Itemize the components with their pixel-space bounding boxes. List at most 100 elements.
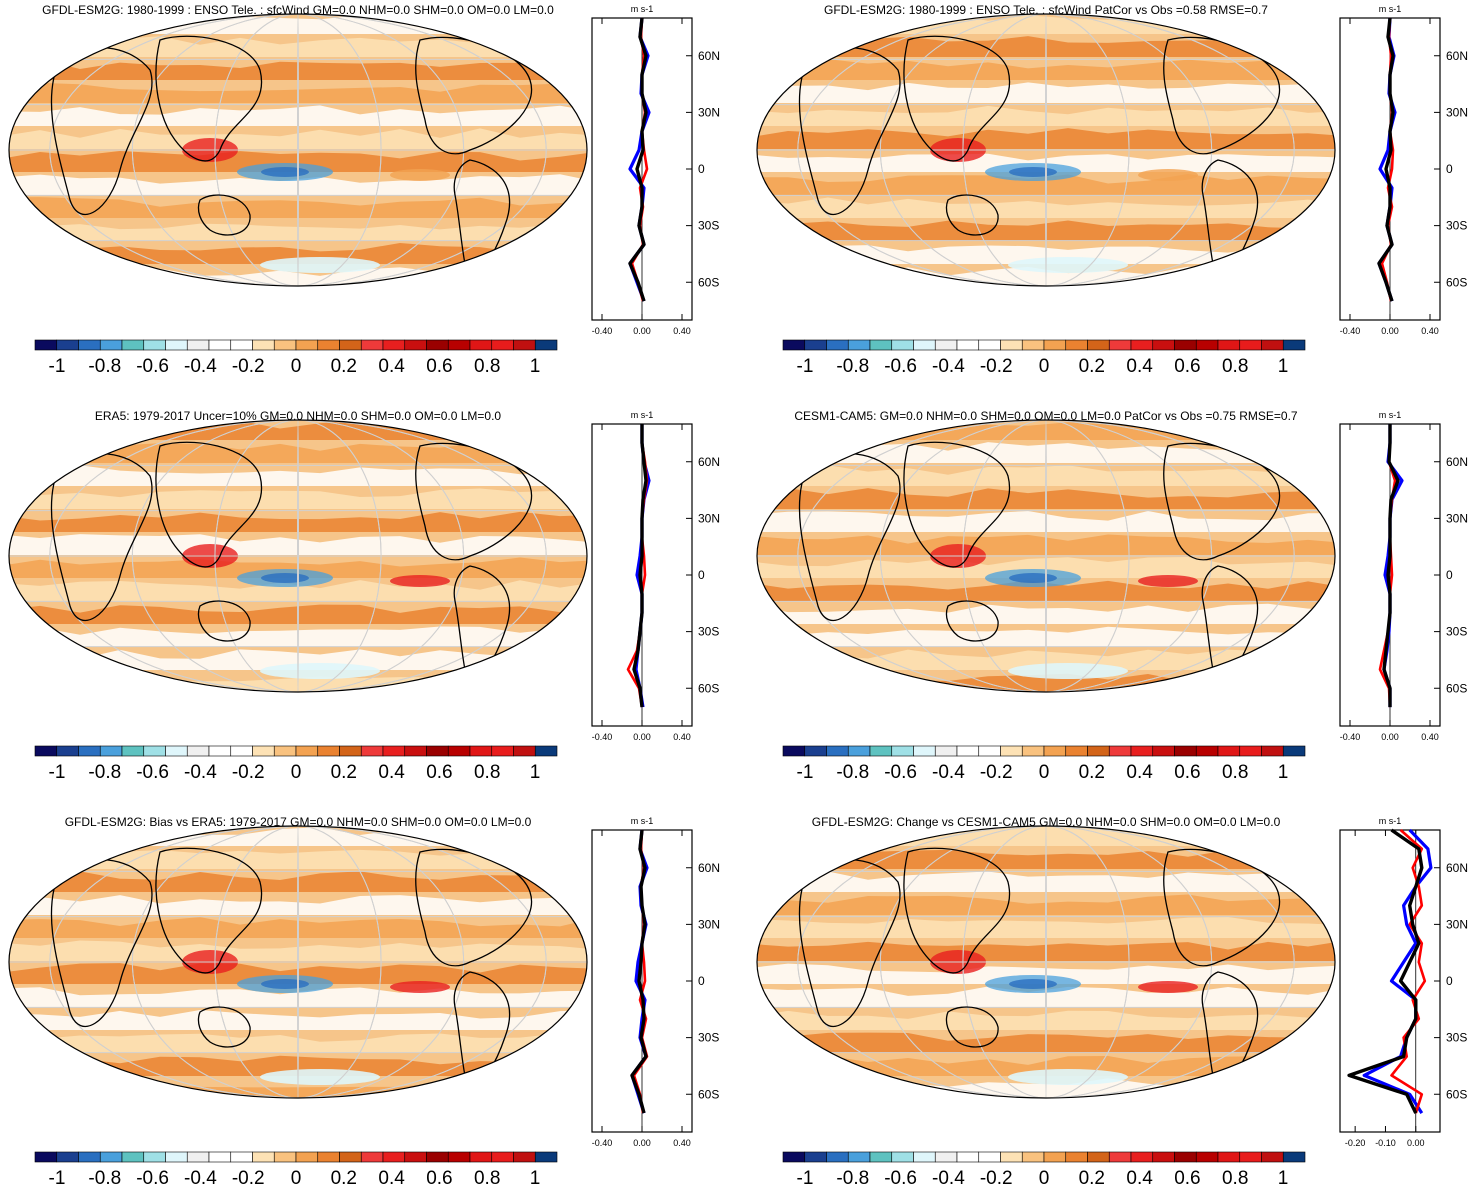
colorbar-swatch <box>1000 339 1023 351</box>
colorbar-swatch <box>804 339 827 351</box>
profile-unit: m s-1 <box>1379 4 1402 14</box>
colorbar-swatch <box>534 1151 558 1163</box>
profile-xtick-label: 0.00 <box>1407 1138 1425 1148</box>
coastline <box>155 847 263 974</box>
panel-6: GFDL-ESM2G: Change vs CESM1-CAM5 GM=0.0 … <box>756 815 1468 1187</box>
colorbar-swatch <box>804 1151 827 1163</box>
colorbar-swatch <box>252 1151 275 1163</box>
profile-ytick-label: 30N <box>1446 917 1468 931</box>
colorbar-label: 0.4 <box>378 762 405 783</box>
colorbar-swatch <box>165 339 188 351</box>
colorbar-label: 0.6 <box>1174 1168 1200 1187</box>
colorbar-swatch <box>360 1151 384 1163</box>
zonal-profile: m s-1 60N 30N 0 30S 60S -0.40 0.00 0.40 <box>1339 410 1468 742</box>
colorbar-swatch <box>99 339 123 351</box>
profile-ytick-label: 30S <box>1446 625 1467 639</box>
colorbar-swatch <box>1152 745 1175 757</box>
coastline <box>197 194 251 236</box>
colorbar-swatch <box>869 339 893 351</box>
colorbar-swatch <box>826 745 849 757</box>
coastline <box>197 600 251 642</box>
coastline <box>155 441 263 568</box>
colorbar-label: 0.6 <box>426 356 452 377</box>
profile-line-mean <box>628 17 648 302</box>
colorbar-swatch <box>1152 339 1175 351</box>
colorbar-swatch <box>78 339 101 351</box>
colorbar-swatch <box>1087 745 1110 757</box>
colorbar-swatch <box>491 745 514 757</box>
profile-xtick-label: 0.00 <box>633 326 651 336</box>
colorbar-label: 0.6 <box>1174 762 1200 783</box>
colorbar-swatch <box>99 745 123 757</box>
profile-ytick-label: 30N <box>698 917 720 931</box>
zonal-profile: m s-1 60N 30N 0 30S 60S -0.40 0.00 0.40 <box>1339 4 1468 336</box>
colorbar-swatch <box>513 339 536 351</box>
colorbar-label: -0.2 <box>980 1168 1013 1187</box>
colorbar-swatch <box>34 745 58 757</box>
colorbar-swatch <box>404 745 427 757</box>
coastline <box>798 47 901 215</box>
colorbar-swatch <box>1217 1151 1241 1163</box>
colorbar-swatch <box>1239 339 1262 351</box>
coastline <box>903 35 1011 162</box>
colorbar-swatch <box>78 745 101 757</box>
colorbar-swatch <box>230 1151 253 1163</box>
colorbar-label: 0.8 <box>1222 762 1248 783</box>
colorbar-swatch <box>956 1151 980 1163</box>
colorbar-swatch <box>1282 1151 1306 1163</box>
colorbar-label: 0.4 <box>378 1168 405 1187</box>
colorbar-label: 0.2 <box>1079 762 1105 783</box>
colorbar-label: 0.8 <box>1222 356 1248 377</box>
colorbar-label: 0.4 <box>1126 356 1153 377</box>
profile-unit: m s-1 <box>1379 816 1402 826</box>
colorbar-label: -0.4 <box>932 356 965 377</box>
colorbar-swatch <box>208 1151 232 1163</box>
colorbar-label: -0.8 <box>836 762 869 783</box>
profile-ytick-label: 30S <box>698 219 719 233</box>
map-border <box>8 419 588 693</box>
colorbar-swatch <box>447 339 471 351</box>
colorbar-label: 0.4 <box>378 356 405 377</box>
colorbar-label: 0 <box>1039 1168 1050 1187</box>
colorbar-swatch <box>339 1151 362 1163</box>
colorbar-swatch <box>252 745 275 757</box>
colorbar: -1 -0.8 -0.6 -0.4 -0.2 0 0.2 0.4 0.6 0.8 1 <box>782 339 1306 377</box>
colorbar-label: 1 <box>1278 356 1289 377</box>
colorbar-swatch <box>382 1151 406 1163</box>
map-border <box>8 825 588 1099</box>
colorbar-swatch <box>1239 1151 1262 1163</box>
colorbar-label: -0.8 <box>836 356 869 377</box>
colorbar: -1 -0.8 -0.6 -0.4 -0.2 0 0.2 0.4 0.6 0.8 1 <box>34 339 558 377</box>
colorbar-swatch <box>34 339 58 351</box>
colorbar-label: 0.6 <box>1174 356 1200 377</box>
colorbar-swatch <box>469 1151 493 1163</box>
colorbar-swatch <box>1065 745 1088 757</box>
colorbar-label: -1 <box>49 1168 66 1187</box>
colorbar-swatch <box>847 1151 871 1163</box>
colorbar-label: 1 <box>530 1168 541 1187</box>
colorbar-label: -1 <box>49 762 66 783</box>
colorbar-swatch <box>1065 1151 1088 1163</box>
robinson-map <box>756 13 1336 287</box>
robinson-map <box>8 825 588 1099</box>
colorbar-swatch <box>1108 339 1132 351</box>
profile-ytick-label: 60S <box>1446 1087 1467 1101</box>
profile-xtick-label: 0.00 <box>1381 326 1399 336</box>
colorbar-label: -0.6 <box>136 356 169 377</box>
profile-ytick-label: 60S <box>1446 275 1467 289</box>
profile-xtick-label: -0.40 <box>592 326 613 336</box>
colorbar-label: 0.2 <box>331 762 357 783</box>
zonal-profile: m s-1 60N 30N 0 30S 60S -0.40 0.00 0.40 <box>591 816 720 1148</box>
colorbar-label: -0.6 <box>136 762 169 783</box>
colorbar-swatch <box>978 1151 1001 1163</box>
coastline <box>798 453 901 621</box>
colorbar-label: -0.2 <box>232 356 265 377</box>
colorbar-swatch <box>404 339 427 351</box>
colorbar-label: 0.4 <box>1126 1168 1153 1187</box>
colorbar-swatch <box>782 1151 806 1163</box>
colorbar-label: 0.8 <box>474 356 500 377</box>
profile-line-mean <box>1347 828 1424 1114</box>
profile-ytick-label: 60N <box>698 49 720 63</box>
colorbar-swatch <box>1043 339 1067 351</box>
colorbar-swatch <box>143 745 166 757</box>
